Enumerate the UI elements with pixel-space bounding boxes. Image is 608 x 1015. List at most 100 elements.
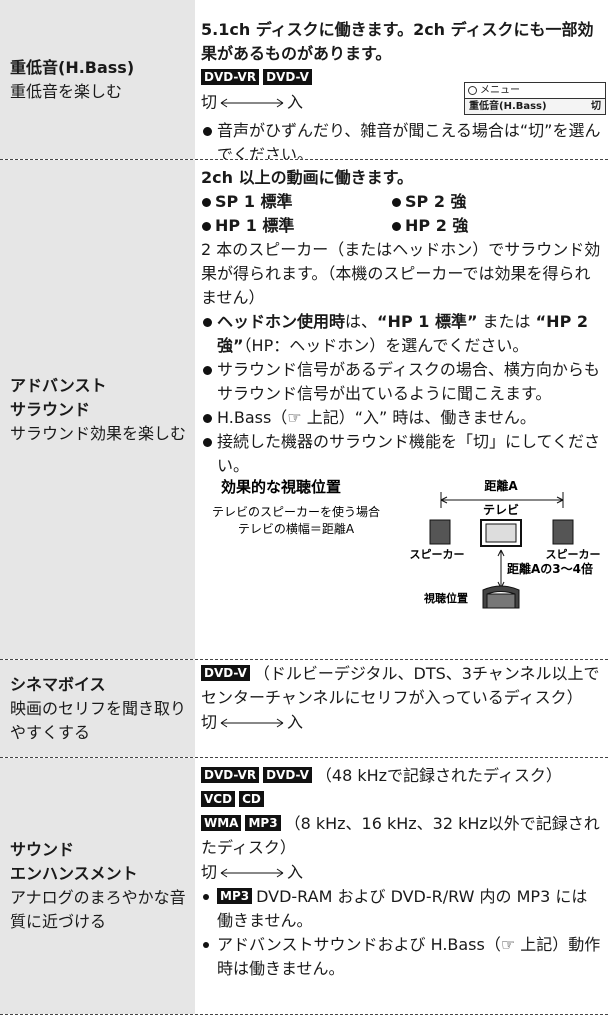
figure: 効果的な視聴位置 テレビのスピーカーを使う場合 テレビの横幅＝距離A 距離A テ… [212, 478, 601, 609]
note-text: 音声がひずんだり、雑音が聞こえる場合は“切”を選んでください。 [217, 120, 601, 160]
note-text: サラウンド信号があるディスクの場合、横方向からもサラウンド信号が出ているように聞… [217, 360, 600, 403]
arrow [220, 98, 284, 107]
menu: メニュー 重低音(H.Bass) 切 [464, 82, 606, 115]
menu-item: 重低音(H.Bass) 切 [465, 98, 605, 114]
badge: DVD-V [263, 767, 312, 783]
note: H.Bass（☞ 上記）“入” 時は、働きません。 [201, 406, 602, 430]
title: シネマボイス [10, 674, 106, 694]
figure-caption: テレビのスピーカーを使う場合 [212, 504, 380, 519]
text: DVD-V （ドルビーデジタル、DTS、3チャンネル以上でセンターチャンネルにセリ… [201, 662, 602, 710]
lead: 2ch 以上の動画に働きます。 [201, 168, 413, 187]
format: VCD CD [201, 788, 602, 812]
mode: HP 2 強 [391, 214, 581, 238]
title: 重低音(H.Bass) [10, 57, 135, 77]
switch: 切入 [201, 860, 602, 885]
paragraph: 2 本のスピーカー（またはヘッドホン）でサラウンド効果が得られます。（本機のスピ… [201, 240, 601, 307]
menu-item-label: 重低音(H.Bass) [469, 101, 547, 112]
arrow [220, 868, 284, 877]
row: サウンド エンハンスメント アナログのまろやかな音質に近づける DVD-VR DV… [0, 758, 608, 1015]
lead: 5.1ch ディスクに働きます。2ch ディスクにも一部効果があるものがあります… [201, 20, 594, 63]
off: 切 [201, 712, 218, 732]
off: 切 [201, 92, 218, 112]
row: 重低音(H.Bass) 重低音を楽しむ 5.1ch ディスクに働きます。2ch … [0, 0, 608, 160]
figure-title: 効果的な視聴位置 [221, 478, 341, 496]
note: 音声がひずんだり、雑音が聞こえる場合は“切”を選んでください。 [201, 119, 602, 160]
note-text: は、 [345, 312, 378, 331]
row-label: サウンド エンハンスメント アナログのまろやかな音質に近づける [0, 758, 195, 1014]
menu-title: メニュー [480, 85, 520, 96]
row-content: 5.1ch ディスクに働きます。2ch ディスクにも一部効果があるものがあります… [195, 0, 608, 159]
format-text: （8 kHz、16 kHz、32 kHz以外で記録されたディスク） [201, 814, 600, 857]
switch: 切入 [201, 90, 602, 115]
badge: VCD [201, 791, 236, 807]
format: WMA MP3 （8 kHz、16 kHz、32 kHz以外で記録されたディスク） [201, 812, 602, 860]
mode-text: SP 1 標準 [215, 192, 293, 211]
mode-text: HP 2 強 [405, 216, 469, 235]
format-text: （48 kHzで記録されたディスク） [315, 766, 562, 785]
subtitle: サラウンド効果を楽しむ [10, 423, 187, 443]
listening-distance: 距離Aの3～4倍 [507, 561, 593, 576]
modes: SP 1 標準 SP 2 強 HP 1 標準 HP 2 強 [201, 190, 602, 238]
on: 入 [287, 712, 304, 732]
note: 接続した機器のサラウンド機能を「切」にしてください。 [201, 430, 602, 478]
off: 切 [201, 862, 218, 882]
row: アドバンスト サラウンド サラウンド効果を楽しむ 2ch 以上の動画に働きます。… [0, 160, 608, 660]
note-text: アドバンストサウンドおよび H.Bass（☞ 上記）動作時は働きません。 [217, 934, 601, 978]
note-text: “HP 1 標準” [377, 312, 478, 331]
note-text: 接続した機器のサラウンド機能を「切」にしてください。 [217, 432, 601, 475]
note-text: H.Bass（☞ 上記）“入” 時は、働きません。 [217, 408, 536, 427]
title: アドバンスト [10, 375, 107, 395]
mode: HP 1 標準 [201, 214, 391, 238]
badge: CD [239, 791, 264, 807]
title: エンハンスメント [10, 864, 138, 883]
distance-label: 距離A [484, 478, 518, 493]
note-text: “HP 2 強” [217, 312, 588, 355]
mode: SP 1 標準 [201, 190, 391, 214]
title: サラウンド [10, 399, 91, 419]
note: サラウンド信号があるディスクの場合、横方向からもサラウンド信号が出ているように聞… [201, 358, 602, 406]
badges: DVD-VR DVD-V [201, 66, 602, 90]
mode-text: SP 2 強 [405, 192, 467, 211]
row-content: DVD-V （ドルビーデジタル、DTS、3チャンネル以上でセンターチャンネルにセリ… [195, 660, 608, 757]
speaker-label: スピーカー [546, 548, 601, 561]
mode-text: HP 1 標準 [215, 216, 295, 235]
title: サウンド [10, 840, 75, 859]
on: 入 [287, 92, 304, 112]
note-text: または [477, 312, 536, 331]
note-text: ヘッドホン使用時 [217, 312, 346, 331]
menu-item-value: 切 [591, 101, 601, 112]
note: MP3 DVD-RAM および DVD-R/RW 内の MP3 には働きません。 [201, 885, 602, 933]
subtitle: 重低音を楽しむ [10, 81, 123, 101]
figure-caption: テレビの横幅＝距離A [238, 521, 355, 536]
on: 入 [287, 862, 304, 882]
arrow [220, 718, 284, 727]
tv-label: テレビ [483, 502, 519, 517]
row-content: DVD-VR DVD-V （48 kHzで記録されたディスク） VCD CD WMA M… [195, 758, 608, 1014]
badge: WMA [201, 815, 242, 831]
badge: DVD-VR [201, 69, 260, 85]
badge: DVD-VR [201, 767, 260, 783]
switch: 切入 [201, 710, 602, 735]
badge: MP3 [217, 887, 253, 904]
speaker-label: スピーカー [410, 548, 465, 561]
menu-header: メニュー [465, 83, 605, 98]
position-label: 視聴位置 [423, 591, 468, 605]
text: （ドルビーデジタル、DTS、3チャンネル以上でセンターチャンネルにセリフが入って… [201, 664, 600, 707]
note-text: （HP：ヘッドホン）を選んでください。 [243, 336, 529, 355]
row-content: 2ch 以上の動画に働きます。 SP 1 標準 SP 2 強 HP 1 標準 H… [195, 160, 608, 659]
row: シネマボイス 映画のセリフを聞き取りやすくする DVD-V （ドルビーデジタル、D… [0, 660, 608, 758]
badge: DVD-V [263, 69, 312, 85]
badge: DVD-V [201, 665, 250, 681]
row-label: アドバンスト サラウンド サラウンド効果を楽しむ [0, 160, 195, 659]
row-label: シネマボイス 映画のセリフを聞き取りやすくする [0, 660, 195, 757]
badge: MP3 [245, 815, 281, 831]
subtitle: アナログのまろやかな音質に近づける [10, 888, 186, 931]
note: アドバンストサウンドおよび H.Bass（☞ 上記）動作時は働きません。 [201, 933, 602, 981]
row-label: 重低音(H.Bass) 重低音を楽しむ [0, 0, 195, 159]
mode: SP 2 強 [391, 190, 581, 214]
format: DVD-VR DVD-V （48 kHzで記録されたディスク） [201, 764, 602, 788]
subtitle: 映画のセリフを聞き取りやすくする [10, 698, 187, 742]
note: ヘッドホン使用時は、“HP 1 標準” または “HP 2 強”（HP：ヘッドホ… [201, 310, 602, 358]
note-text: DVD-RAM および DVD-R/RW 内の MP3 には働きません。 [217, 886, 588, 930]
